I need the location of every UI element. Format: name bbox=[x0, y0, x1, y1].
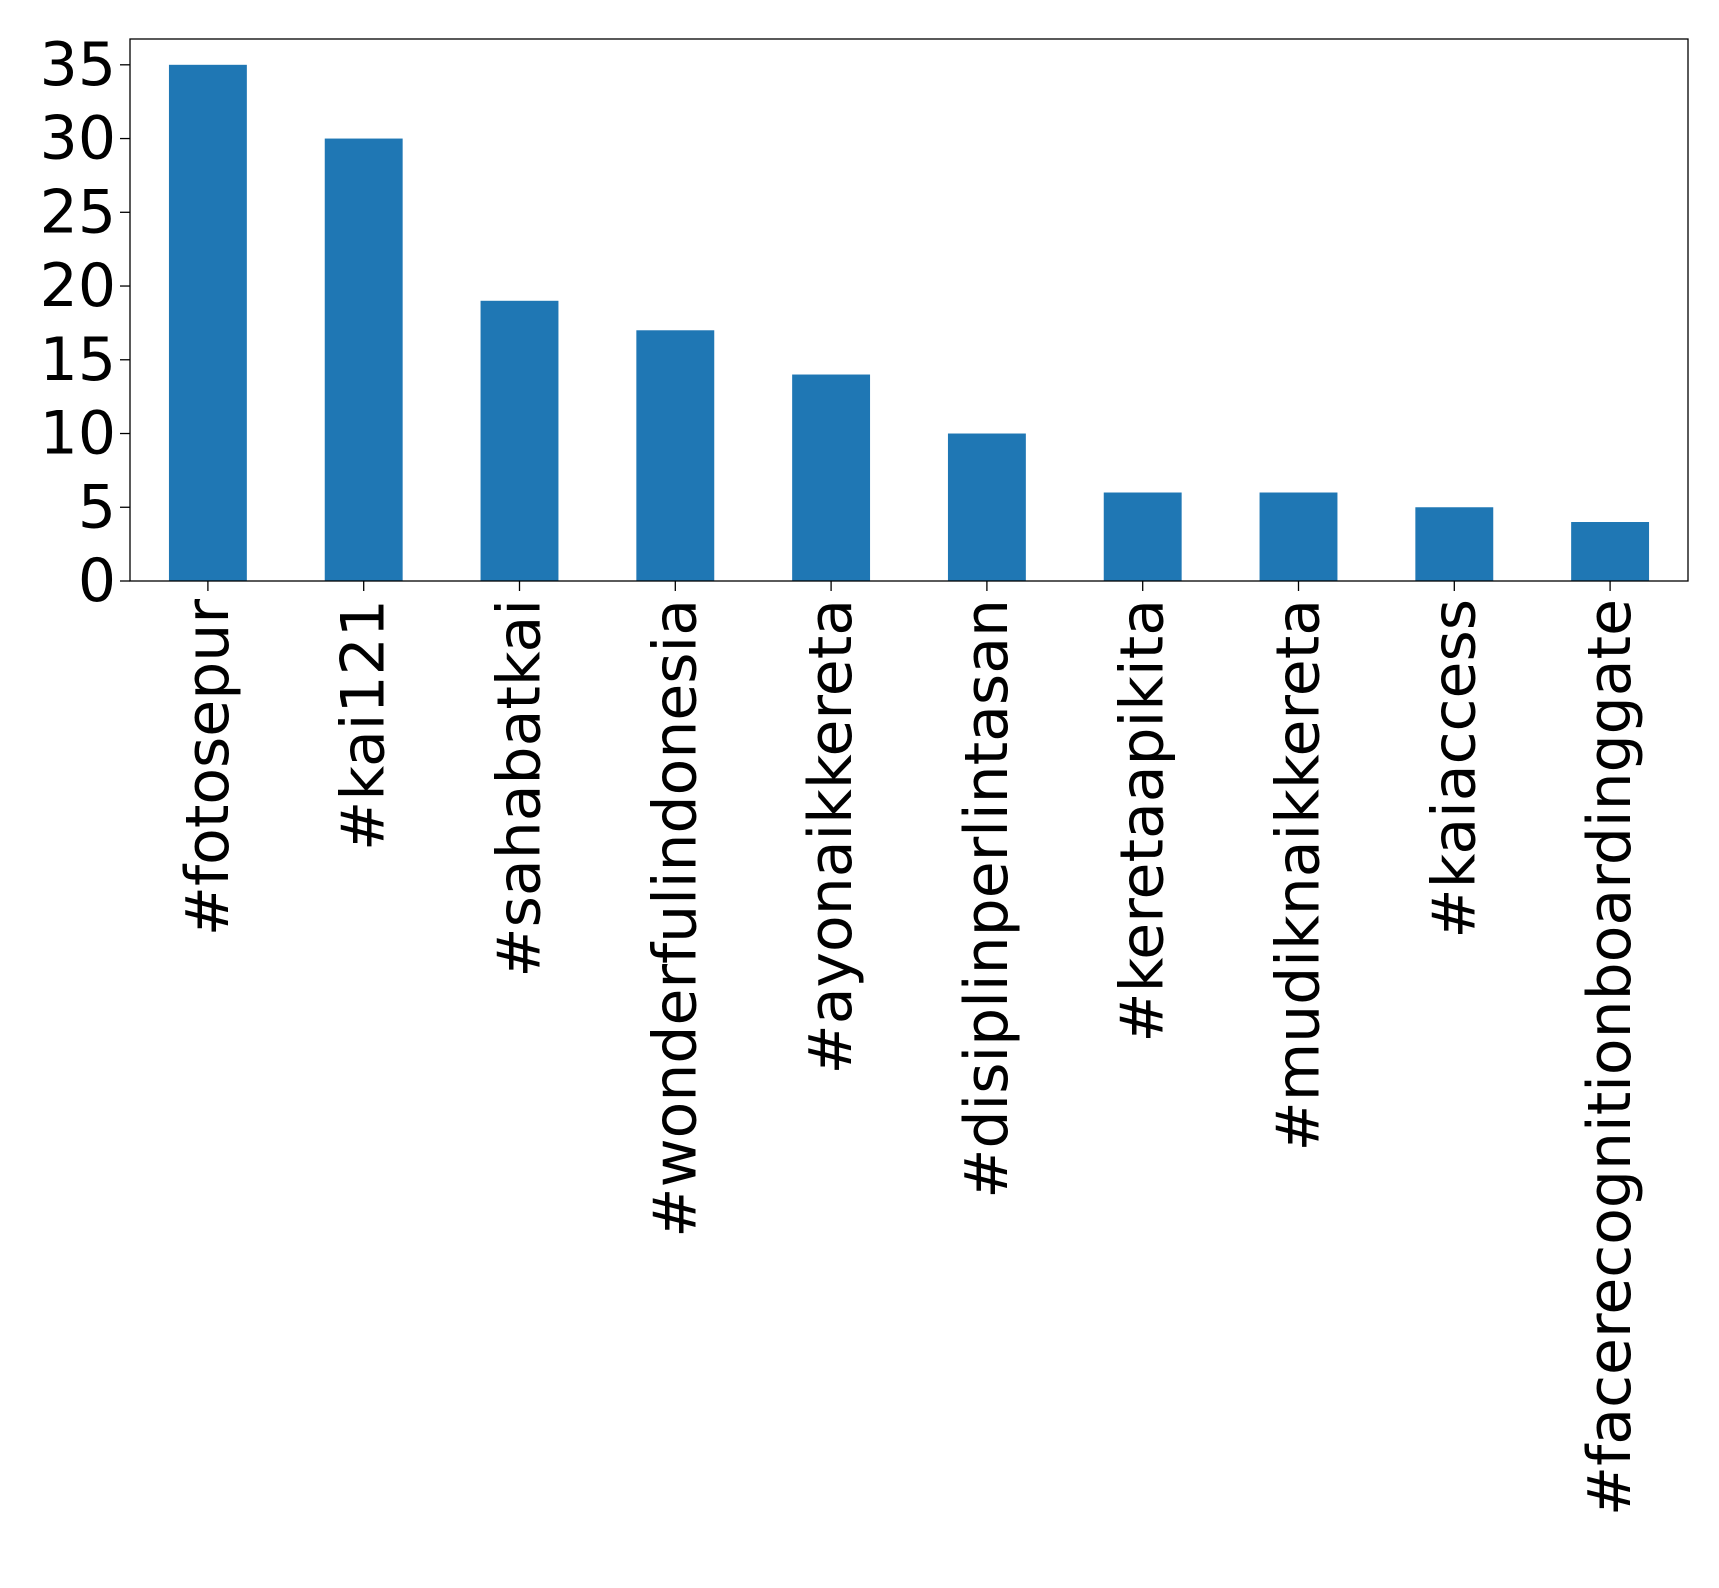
bars-group bbox=[168, 64, 1650, 582]
bar-ayonaikkereta bbox=[792, 374, 871, 581]
x-tick-label: #kaiaccess bbox=[1419, 599, 1489, 939]
x-tick-label: #wonderfulindonesia bbox=[640, 599, 710, 1238]
y-tick-label: 30 bbox=[40, 104, 116, 174]
x-tick-label: #keretaapikita bbox=[1108, 599, 1178, 1043]
y-tick-label: 10 bbox=[40, 399, 116, 469]
bar-facerecognitionboardinggate bbox=[1571, 522, 1650, 581]
bar-wonderfulindonesia bbox=[636, 330, 715, 581]
y-tick-label: 0 bbox=[78, 546, 116, 616]
plot-frame bbox=[129, 38, 1689, 582]
y-tick-label: 25 bbox=[40, 177, 116, 247]
x-tick-label: #disiplinperlintasan bbox=[952, 599, 1022, 1199]
bar-mudiknaikkereta bbox=[1259, 492, 1338, 581]
x-tick-label: #facerecognitionboardinggate bbox=[1575, 599, 1645, 1516]
x-axis: #fotosepur #kai121 #sahabatkai #wonderfulin… bbox=[173, 581, 1645, 1516]
y-tick-label: 5 bbox=[78, 472, 116, 542]
bar-kaiaccess bbox=[1415, 507, 1494, 581]
x-tick-label: #ayonaikkereta bbox=[796, 599, 866, 1075]
bar-kai121 bbox=[324, 138, 403, 581]
x-tick-label: #sahabatkai bbox=[485, 599, 555, 978]
y-tick-label: 35 bbox=[40, 30, 116, 100]
bar-sahabatkai bbox=[480, 300, 559, 581]
y-tick-label: 20 bbox=[40, 251, 116, 321]
x-tick-label: #mudiknaikkereta bbox=[1264, 599, 1334, 1152]
y-tick-label: 15 bbox=[40, 325, 116, 395]
bar-fotosepur bbox=[168, 64, 247, 582]
bar-keretaapikita bbox=[1103, 492, 1182, 581]
x-tick-label: #kai121 bbox=[329, 599, 399, 851]
x-tick-label: #fotosepur bbox=[173, 599, 243, 937]
bar-disiplinperlintasan bbox=[947, 433, 1026, 581]
